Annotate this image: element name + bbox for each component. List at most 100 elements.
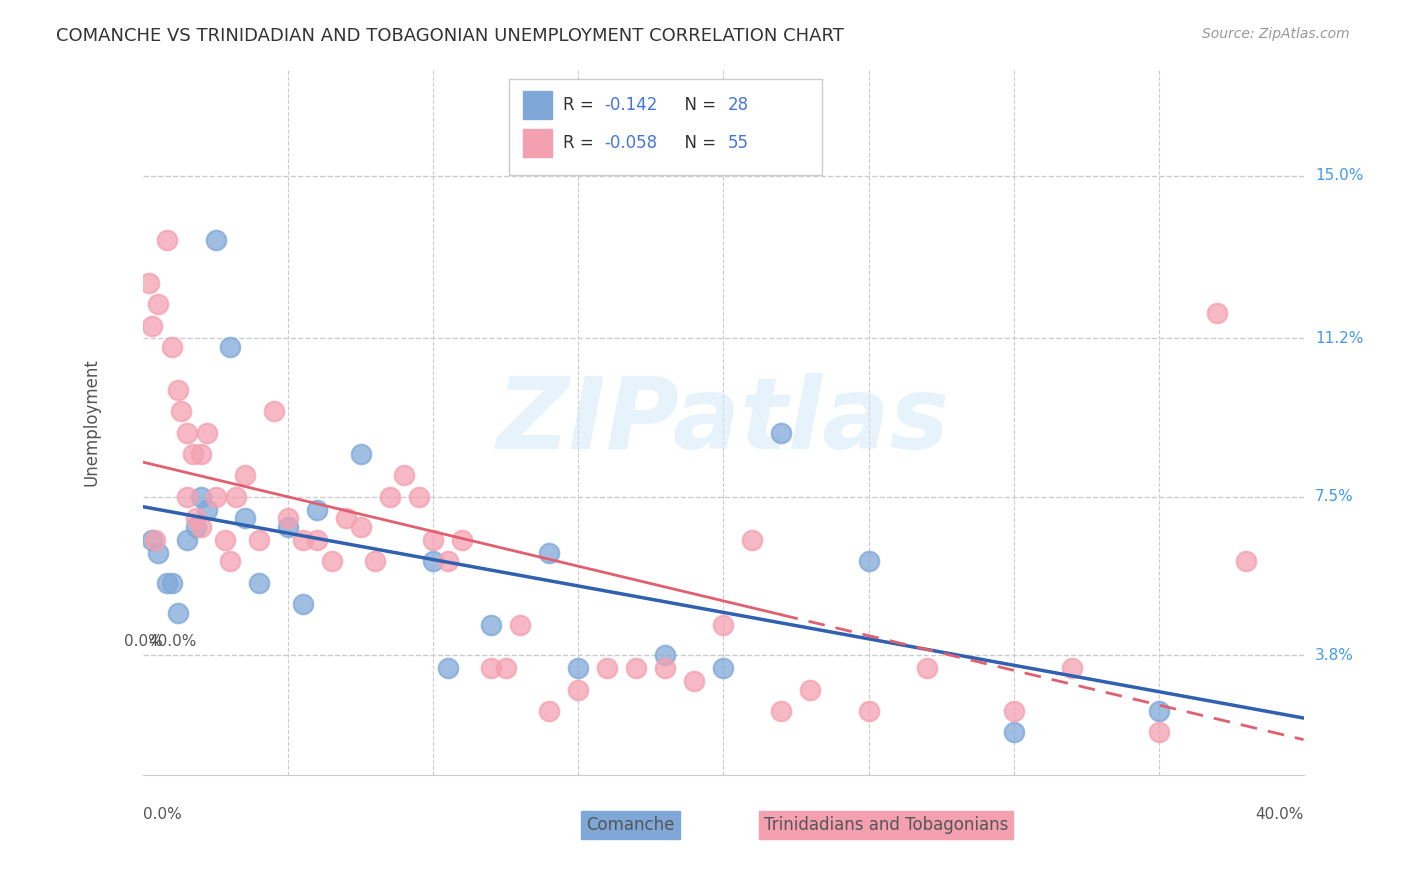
Point — [184, 511, 207, 525]
Point — [915, 661, 938, 675]
Point — [307, 533, 329, 547]
Text: 15.0%: 15.0% — [1315, 168, 1364, 183]
Point — [190, 520, 212, 534]
Point — [858, 554, 880, 568]
Point — [1147, 725, 1170, 739]
Point — [378, 490, 401, 504]
Point — [195, 502, 218, 516]
Point — [437, 554, 460, 568]
Point — [596, 661, 619, 675]
Point — [176, 490, 198, 504]
Point — [143, 533, 166, 547]
Point — [190, 447, 212, 461]
Bar — [523, 91, 551, 120]
Point — [1205, 306, 1227, 320]
Text: N =: N = — [673, 134, 721, 152]
Text: ZIPatlas: ZIPatlas — [496, 374, 950, 470]
Point — [408, 490, 430, 504]
Point — [654, 648, 676, 663]
Point — [335, 511, 357, 525]
Point — [683, 674, 706, 689]
Point — [291, 533, 314, 547]
Text: 3.8%: 3.8% — [1315, 648, 1354, 663]
Point — [277, 511, 299, 525]
Point — [155, 233, 177, 247]
Text: 40.0%: 40.0% — [148, 634, 197, 649]
Point — [481, 661, 503, 675]
Point — [799, 682, 821, 697]
Text: 55: 55 — [728, 134, 749, 152]
Point — [176, 533, 198, 547]
Text: 28: 28 — [728, 96, 749, 114]
Point — [233, 511, 256, 525]
Text: COMANCHE VS TRINIDADIAN AND TOBAGONIAN UNEMPLOYMENT CORRELATION CHART: COMANCHE VS TRINIDADIAN AND TOBAGONIAN U… — [56, 27, 844, 45]
Point — [138, 276, 160, 290]
Text: Comanche: Comanche — [586, 816, 675, 834]
Point — [233, 468, 256, 483]
Point — [219, 340, 242, 354]
Point — [350, 520, 373, 534]
Point — [277, 520, 299, 534]
Point — [567, 661, 589, 675]
Point — [422, 533, 444, 547]
Text: 0.0%: 0.0% — [143, 807, 183, 822]
Point — [451, 533, 474, 547]
Point — [741, 533, 763, 547]
Point — [422, 554, 444, 568]
Text: Source: ZipAtlas.com: Source: ZipAtlas.com — [1202, 27, 1350, 41]
Text: 40.0%: 40.0% — [1256, 807, 1303, 822]
Point — [184, 520, 207, 534]
Point — [509, 618, 531, 632]
Point — [567, 682, 589, 697]
Point — [162, 340, 184, 354]
Point — [538, 545, 561, 559]
Point — [146, 545, 169, 559]
Point — [225, 490, 247, 504]
Point — [263, 404, 285, 418]
Text: R =: R = — [564, 96, 599, 114]
Point — [167, 606, 190, 620]
Point — [437, 661, 460, 675]
Point — [495, 661, 517, 675]
Point — [350, 447, 373, 461]
Text: 0.0%: 0.0% — [124, 634, 163, 649]
Point — [364, 554, 387, 568]
Point — [858, 704, 880, 718]
Point — [1002, 704, 1025, 718]
Point — [214, 533, 236, 547]
Point — [219, 554, 242, 568]
Point — [190, 490, 212, 504]
Point — [167, 383, 190, 397]
Point — [321, 554, 343, 568]
Point — [770, 704, 793, 718]
Point — [146, 297, 169, 311]
Point — [155, 575, 177, 590]
Text: N =: N = — [673, 96, 721, 114]
Point — [1060, 661, 1083, 675]
Point — [195, 425, 218, 440]
Point — [141, 533, 163, 547]
Text: R =: R = — [564, 134, 599, 152]
Text: -0.142: -0.142 — [605, 96, 658, 114]
Text: Trinidadians and Tobagonians: Trinidadians and Tobagonians — [763, 816, 1008, 834]
Point — [770, 425, 793, 440]
Point — [1147, 704, 1170, 718]
Point — [394, 468, 416, 483]
Text: -0.058: -0.058 — [605, 134, 657, 152]
Point — [654, 661, 676, 675]
Point — [291, 597, 314, 611]
Point — [170, 404, 193, 418]
Text: Unemployment: Unemployment — [82, 358, 100, 486]
Text: 7.5%: 7.5% — [1315, 490, 1354, 504]
Point — [481, 618, 503, 632]
Point — [181, 447, 204, 461]
Point — [247, 533, 270, 547]
Bar — [523, 128, 551, 157]
Point — [1002, 725, 1025, 739]
Bar — [509, 79, 823, 175]
Point — [247, 575, 270, 590]
Point — [162, 575, 184, 590]
Point — [141, 318, 163, 333]
Point — [176, 425, 198, 440]
Point — [626, 661, 648, 675]
